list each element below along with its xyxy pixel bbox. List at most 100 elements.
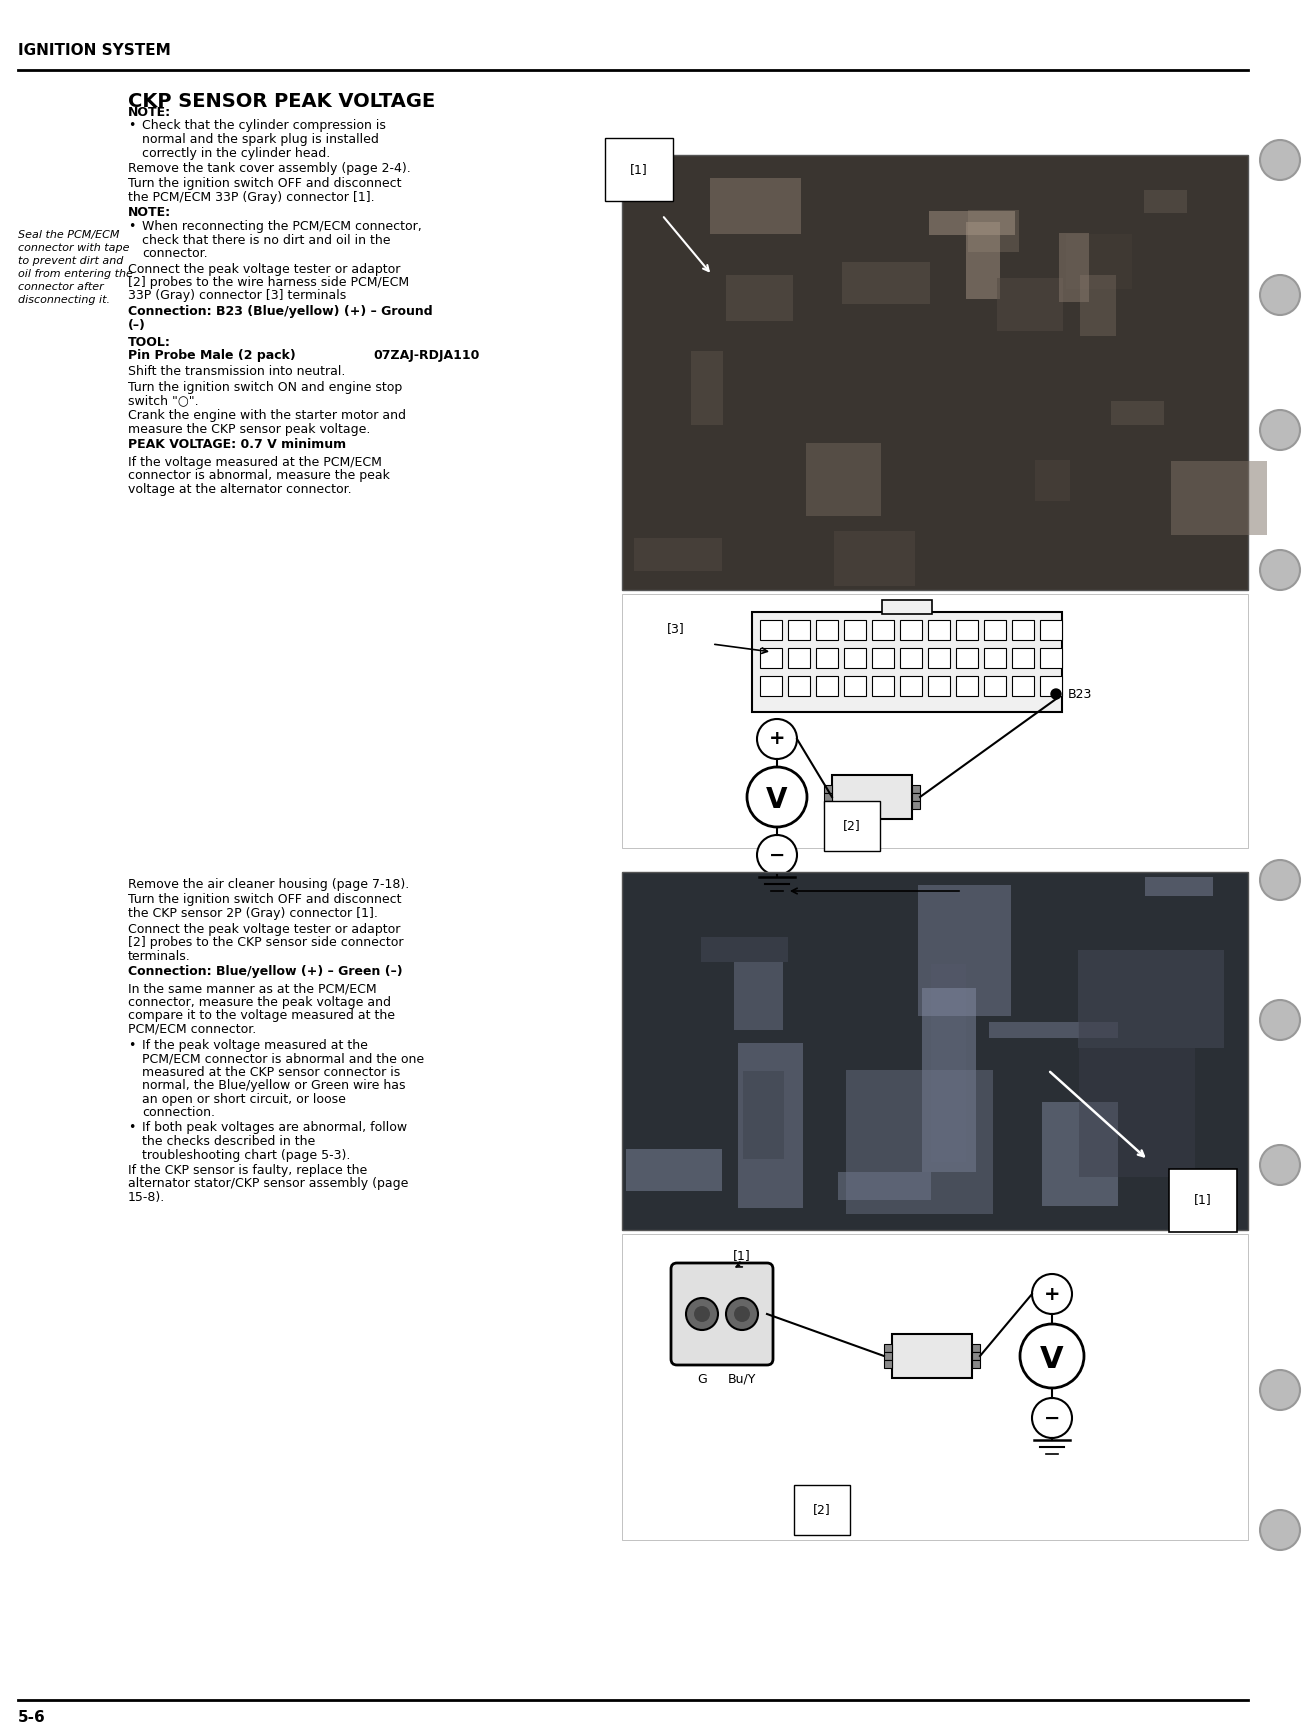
Circle shape bbox=[734, 1306, 749, 1322]
Bar bbox=[972, 1344, 980, 1353]
Bar bbox=[738, 1043, 803, 1207]
Bar bbox=[892, 1334, 972, 1379]
Text: an open or short circuit, or loose: an open or short circuit, or loose bbox=[143, 1093, 345, 1105]
Bar bbox=[1171, 461, 1266, 535]
Text: Connect the peak voltage tester or adaptor: Connect the peak voltage tester or adapt… bbox=[128, 263, 400, 275]
Bar bbox=[1040, 620, 1062, 641]
Bar bbox=[1040, 648, 1062, 669]
Bar bbox=[752, 611, 1062, 712]
Text: Check that the cylinder compression is: Check that the cylinder compression is bbox=[143, 120, 386, 133]
Text: G: G bbox=[697, 1373, 706, 1386]
Text: [1]: [1] bbox=[630, 163, 647, 177]
Bar bbox=[884, 1360, 892, 1368]
Bar bbox=[623, 594, 1248, 849]
Bar bbox=[816, 648, 838, 669]
Text: [1]: [1] bbox=[732, 1249, 751, 1263]
Bar bbox=[1144, 876, 1213, 895]
Bar bbox=[989, 1022, 1118, 1037]
Circle shape bbox=[1260, 1510, 1300, 1550]
Text: [1]: [1] bbox=[1194, 1193, 1213, 1207]
Bar bbox=[927, 620, 950, 641]
Bar bbox=[835, 530, 916, 587]
Bar bbox=[787, 648, 810, 669]
Text: PCM/ECM connector is abnormal and the one: PCM/ECM connector is abnormal and the on… bbox=[143, 1051, 424, 1065]
Text: connection.: connection. bbox=[143, 1107, 215, 1119]
Bar bbox=[1040, 675, 1062, 696]
Text: V: V bbox=[1040, 1344, 1063, 1373]
Bar bbox=[1079, 275, 1117, 336]
Bar bbox=[1066, 234, 1133, 289]
Text: to prevent dirt and: to prevent dirt and bbox=[18, 256, 123, 267]
Text: switch "○".: switch "○". bbox=[128, 393, 199, 407]
Circle shape bbox=[726, 1297, 759, 1330]
Bar bbox=[956, 620, 978, 641]
Text: the checks described in the: the checks described in the bbox=[143, 1134, 315, 1148]
Text: connector with tape: connector with tape bbox=[18, 242, 129, 253]
Bar bbox=[623, 1233, 1248, 1540]
Circle shape bbox=[1260, 140, 1300, 180]
Bar bbox=[884, 1344, 892, 1353]
Circle shape bbox=[1260, 551, 1300, 591]
Text: −: − bbox=[769, 845, 785, 864]
Text: [2] probes to the CKP sensor side connector: [2] probes to the CKP sensor side connec… bbox=[128, 935, 403, 949]
Bar bbox=[972, 1353, 980, 1360]
Bar bbox=[816, 620, 838, 641]
Bar bbox=[912, 800, 920, 809]
Text: −: − bbox=[1044, 1408, 1061, 1427]
Bar bbox=[710, 178, 800, 234]
Text: If the CKP sensor is faulty, replace the: If the CKP sensor is faulty, replace the bbox=[128, 1164, 368, 1178]
Bar bbox=[912, 785, 920, 793]
Text: terminals.: terminals. bbox=[128, 949, 191, 963]
Text: Connection: Blue/yellow (+) – Green (–): Connection: Blue/yellow (+) – Green (–) bbox=[128, 965, 403, 979]
Text: connector is abnormal, measure the peak: connector is abnormal, measure the peak bbox=[128, 469, 390, 483]
Text: connector after: connector after bbox=[18, 282, 103, 293]
Bar bbox=[884, 1353, 892, 1360]
Circle shape bbox=[1260, 1145, 1300, 1185]
Text: Turn the ignition switch OFF and disconnect: Turn the ignition switch OFF and disconn… bbox=[128, 894, 402, 906]
Circle shape bbox=[685, 1297, 718, 1330]
Text: 07ZAJ-RDJA110: 07ZAJ-RDJA110 bbox=[373, 350, 479, 362]
Bar bbox=[726, 275, 793, 320]
Bar bbox=[760, 675, 782, 696]
Bar bbox=[824, 800, 832, 809]
Bar bbox=[623, 871, 1248, 1230]
Bar bbox=[900, 620, 922, 641]
Bar bbox=[984, 648, 1006, 669]
Text: If the peak voltage measured at the: If the peak voltage measured at the bbox=[143, 1039, 368, 1051]
Bar bbox=[972, 1360, 980, 1368]
Bar bbox=[1012, 620, 1035, 641]
Bar bbox=[1143, 191, 1188, 213]
Text: 5-6: 5-6 bbox=[18, 1709, 46, 1725]
Text: Seal the PCM/ECM: Seal the PCM/ECM bbox=[18, 230, 119, 241]
Text: Crank the engine with the starter motor and: Crank the engine with the starter motor … bbox=[128, 409, 405, 423]
Text: normal, the Blue/yellow or Green wire has: normal, the Blue/yellow or Green wire ha… bbox=[143, 1079, 405, 1091]
Bar bbox=[816, 675, 838, 696]
Text: If both peak voltages are abnormal, follow: If both peak voltages are abnormal, foll… bbox=[143, 1122, 407, 1134]
Text: Turn the ignition switch ON and engine stop: Turn the ignition switch ON and engine s… bbox=[128, 381, 403, 393]
Circle shape bbox=[695, 1306, 710, 1322]
FancyBboxPatch shape bbox=[671, 1263, 773, 1365]
Bar bbox=[997, 279, 1063, 331]
Text: IGNITION SYSTEM: IGNITION SYSTEM bbox=[18, 43, 171, 57]
Text: normal and the spark plug is installed: normal and the spark plug is installed bbox=[143, 133, 379, 145]
Bar bbox=[1012, 675, 1035, 696]
Bar bbox=[1110, 402, 1164, 424]
Bar bbox=[984, 620, 1006, 641]
Circle shape bbox=[1052, 689, 1061, 700]
Bar bbox=[931, 963, 967, 1162]
Text: PCM/ECM connector.: PCM/ECM connector. bbox=[128, 1024, 256, 1036]
Circle shape bbox=[1020, 1323, 1084, 1387]
Bar bbox=[984, 675, 1006, 696]
Bar bbox=[787, 620, 810, 641]
Circle shape bbox=[1260, 1370, 1300, 1410]
Text: CKP SENSOR PEAK VOLTAGE: CKP SENSOR PEAK VOLTAGE bbox=[128, 92, 436, 111]
Text: Connection: B23 (Blue/yellow) (+) – Ground: Connection: B23 (Blue/yellow) (+) – Grou… bbox=[128, 305, 433, 319]
Text: troubleshooting chart (page 5-3).: troubleshooting chart (page 5-3). bbox=[143, 1148, 351, 1162]
Bar bbox=[882, 599, 933, 615]
Text: •: • bbox=[128, 220, 135, 234]
Text: [3]: [3] bbox=[667, 622, 685, 636]
Text: measure the CKP sensor peak voltage.: measure the CKP sensor peak voltage. bbox=[128, 423, 370, 436]
Bar bbox=[701, 937, 787, 961]
Text: Remove the air cleaner housing (page 7-18).: Remove the air cleaner housing (page 7-1… bbox=[128, 878, 409, 890]
Text: alternator stator/CKP sensor assembly (page: alternator stator/CKP sensor assembly (p… bbox=[128, 1178, 408, 1190]
